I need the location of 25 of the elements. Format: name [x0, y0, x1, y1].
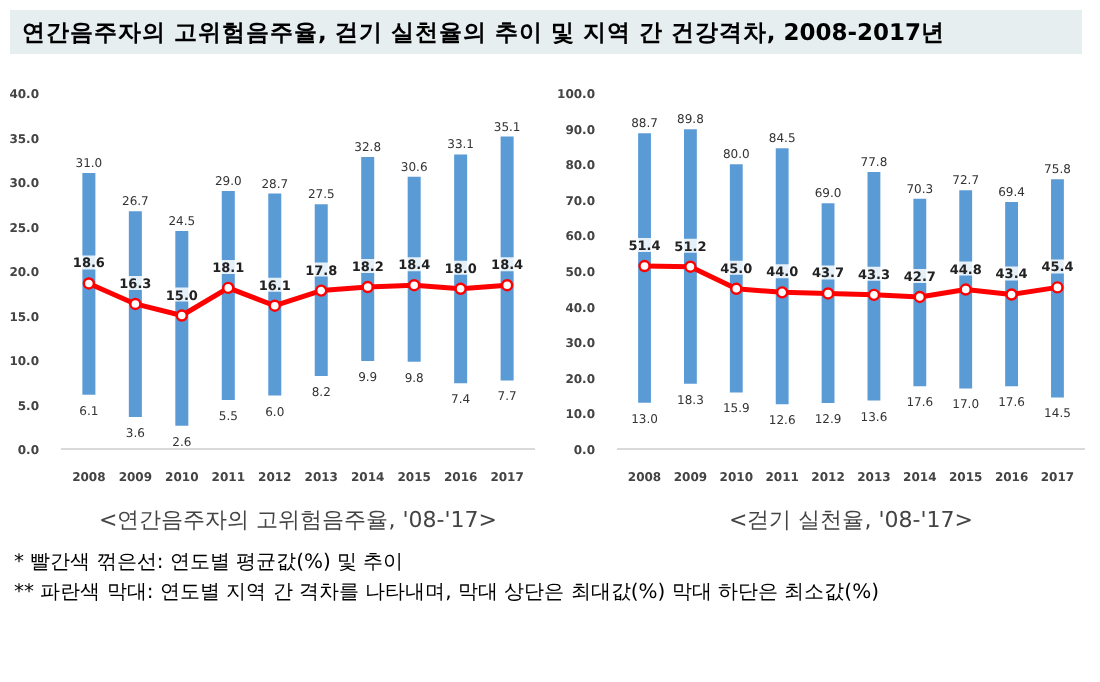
point — [913, 290, 927, 304]
point — [407, 279, 421, 292]
point — [821, 287, 835, 300]
point — [82, 277, 96, 290]
point — [684, 260, 697, 273]
point — [129, 297, 142, 311]
point — [638, 259, 651, 273]
point — [867, 288, 881, 302]
x-axis-title: <걷기 실천율, '08-'17> — [729, 507, 973, 533]
point — [361, 280, 374, 294]
point — [775, 286, 789, 299]
text: * 빨간색 꺾은선: 연도별 평균값(%) 및 추이 — [14, 552, 404, 574]
point — [222, 281, 235, 295]
point — [315, 284, 328, 297]
text: ** 파란색 막대: 연도별 지역 간 격차를 나타내며, 막대 상단은 최대값(%) 막대 하단은 최소값(%) — [14, 582, 879, 604]
point — [175, 309, 189, 322]
point — [500, 279, 514, 292]
point — [730, 282, 743, 295]
chart-title: 연간음주자의 고위험음주율, 걷기 실천율의 추이 및 지역 간 건강격차, 2008-2017년 — [10, 10, 1082, 55]
x-axis-title: <연간음주자의 고위험음주율, '08-'17> — [99, 507, 497, 533]
point — [454, 282, 467, 295]
point — [268, 299, 281, 312]
point — [1051, 281, 1064, 294]
point — [959, 283, 972, 296]
point — [1005, 288, 1018, 301]
